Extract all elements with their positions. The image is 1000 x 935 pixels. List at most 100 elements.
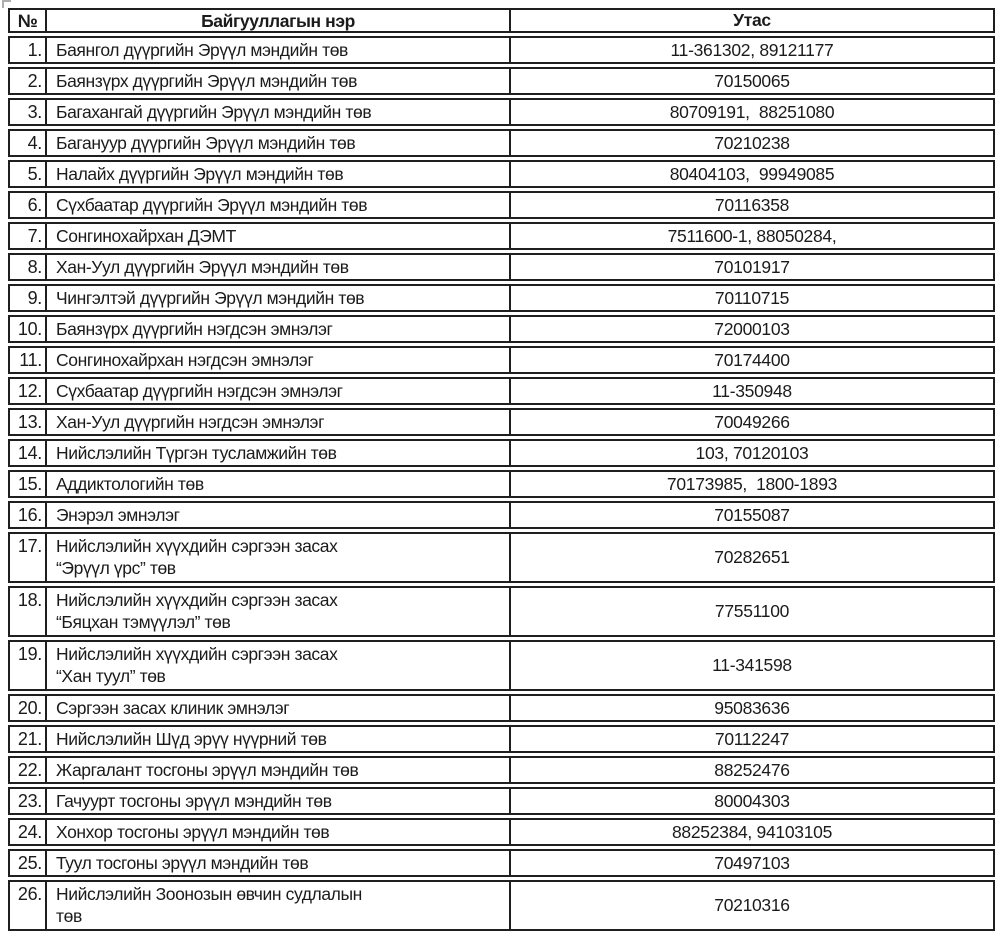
column-divider <box>45 224 47 248</box>
column-divider <box>45 348 47 372</box>
row-number-cell: 22. <box>17 760 42 780</box>
org-name-cell: Сүхбаатар дүүргийн нэгдсэн эмнэлэг <box>56 381 343 401</box>
row-number-cell: 11. <box>19 350 42 370</box>
column-divider <box>509 882 511 929</box>
row-number-cell: 6. <box>27 195 43 215</box>
table-row: 5. Налайх дүүргийн Эрүүл мэндийн төв 80404… <box>8 160 995 188</box>
row-number-cell: 18. <box>17 590 42 610</box>
org-name-cell: Энэрэл эмнэлэг <box>56 505 180 525</box>
column-divider <box>509 727 511 751</box>
column-divider <box>509 100 511 124</box>
org-name-cell: Нийслэлийн Зоонозын өвчин судлалын төв <box>56 884 362 926</box>
phone-cell: 103, 70120103 <box>695 442 809 463</box>
row-number-cell: 20. <box>17 698 42 718</box>
column-divider <box>509 696 511 720</box>
table-row: 11. Сонгинохайрхан нэгдсэн эмнэлэг 7017440… <box>8 346 995 374</box>
org-name-cell: Гачуурт тосгоны эрүүл мэндийн төв <box>56 791 332 811</box>
phone-cell: 70155087 <box>714 504 790 525</box>
row-number-cell: 12. <box>17 381 42 401</box>
column-divider <box>509 789 511 813</box>
table-row: 14. Нийслэлийн Түргэн тусламжийн төв 103, … <box>8 439 995 467</box>
table-row: 9. Чингэлтэй дүүргийн Эрүүл мэндийн төв 70… <box>8 284 995 312</box>
table-row: 18. Нийслэлийн хүүхдийн сэргээн засах “Бяц… <box>8 586 995 637</box>
phone-cell: 70210316 <box>714 895 790 915</box>
org-name-cell: Нийслэлийн Шүд эрүү нүүрний төв <box>56 729 327 749</box>
row-number-cell: 1. <box>27 40 43 60</box>
row-number-cell: 17. <box>17 536 42 556</box>
column-divider <box>509 441 511 465</box>
org-name-cell: Баянгол дүүргийн Эрүүл мэндийн төв <box>56 40 348 60</box>
column-divider <box>509 503 511 527</box>
table-body: 1. Баянгол дүүргийн Эрүүл мэндийн төв 11-3… <box>8 36 995 931</box>
org-name-cell: Налайх дүүргийн Эрүүл мэндийн төв <box>56 164 344 184</box>
row-number-cell: 4. <box>27 133 43 153</box>
column-divider <box>45 758 47 782</box>
column-divider <box>509 851 511 875</box>
column-divider <box>509 131 511 155</box>
table-row: 10. Баянзүрх дүүргийн нэгдсэн эмнэлэг 7200… <box>8 315 995 343</box>
row-number-cell: 7. <box>27 226 43 246</box>
phone-cell: 80709191, 88251080 <box>669 101 835 122</box>
column-divider <box>45 472 47 496</box>
row-number-cell: 25. <box>17 853 42 873</box>
table-row: 15. Аддиктологийн төв 70173985, 1800-1893 <box>8 470 995 498</box>
phone-cell: 70174400 <box>714 349 790 370</box>
table-row: 3. Багахангай дүүргийн Эрүүл мэндийн төв 8… <box>8 98 995 126</box>
row-number-cell: 16. <box>17 505 42 525</box>
row-number-cell: 5. <box>27 164 43 184</box>
column-divider <box>45 820 47 844</box>
table-row: 21. Нийслэлийн Шүд эрүү нүүрний төв 701122… <box>8 725 995 753</box>
column-divider <box>509 472 511 496</box>
row-number-cell: 26. <box>17 884 42 904</box>
row-number-cell: 2. <box>27 71 43 91</box>
table-row: 12. Сүхбаатар дүүргийн нэгдсэн эмнэлэг 11-… <box>8 377 995 405</box>
phone-cell: 88252476 <box>714 759 790 780</box>
column-divider <box>45 162 47 186</box>
column-divider <box>45 379 47 403</box>
org-name-cell: Хонхор тосгоны эрүүл мэндийн төв <box>56 822 330 842</box>
column-divider <box>509 534 511 581</box>
org-name-cell: Баянзүрх дүүргийн Эрүүл мэндийн төв <box>56 71 358 91</box>
phone-cell: 70049266 <box>714 411 790 432</box>
column-divider <box>509 588 511 635</box>
column-divider <box>509 348 511 372</box>
org-name-cell: Нийслэлийн хүүхдийн сэргээн засах “Эрүүл … <box>56 536 338 578</box>
column-divider <box>509 224 511 248</box>
row-number-cell: 10. <box>17 319 42 339</box>
header-cell-phone: Утас <box>733 10 771 30</box>
org-name-cell: Нийслэлийн хүүхдийн сэргээн засах “Бяцхан… <box>56 590 338 632</box>
phone-cell: 95083636 <box>714 697 790 718</box>
column-divider <box>509 162 511 186</box>
column-divider <box>45 193 47 217</box>
column-divider <box>45 851 47 875</box>
org-name-cell: Хан-Уул дүүргийн Эрүүл мэндийн төв <box>56 257 349 277</box>
org-name-cell: Багануур дүүргийн Эрүүл мэндийн төв <box>56 133 356 153</box>
column-divider <box>509 410 511 434</box>
column-divider <box>509 758 511 782</box>
table-row: 17. Нийслэлийн хүүхдийн сэргээн засах “Эрү… <box>8 532 995 583</box>
column-divider <box>509 69 511 93</box>
org-name-cell: Аддиктологийн төв <box>56 474 204 494</box>
org-name-cell: Сонгинохайрхан ДЭМТ <box>56 226 236 246</box>
column-divider <box>45 789 47 813</box>
column-divider <box>45 410 47 434</box>
row-number-cell: 9. <box>27 288 43 308</box>
column-divider <box>45 10 47 31</box>
table-row: 7. Сонгинохайрхан ДЭМТ 7511600-1, 88050284… <box>8 222 995 250</box>
column-divider <box>45 69 47 93</box>
header-cell-organization: Байгууллагын нэр <box>201 10 355 31</box>
phone-cell: 70110715 <box>714 287 790 308</box>
row-number-cell: 21. <box>17 729 42 749</box>
org-name-cell: Чингэлтэй дүүргийн Эрүүл мэндийн төв <box>56 288 365 308</box>
column-divider <box>45 286 47 310</box>
column-divider <box>45 696 47 720</box>
table-handle-mark <box>2 0 11 8</box>
row-number-cell: 24. <box>17 822 42 842</box>
column-divider <box>45 317 47 341</box>
column-divider <box>45 100 47 124</box>
table-row: 24. Хонхор тосгоны эрүүл мэндийн төв 88252… <box>8 818 995 846</box>
phone-cell: 77551100 <box>714 601 790 621</box>
org-name-cell: Багахангай дүүргийн Эрүүл мэндийн төв <box>56 102 372 122</box>
table-row: 20. Сэргээн засах клиник эмнэлэг 95083636 <box>8 694 995 722</box>
phone-cell: 70173985, 1800-1893 <box>666 473 838 494</box>
